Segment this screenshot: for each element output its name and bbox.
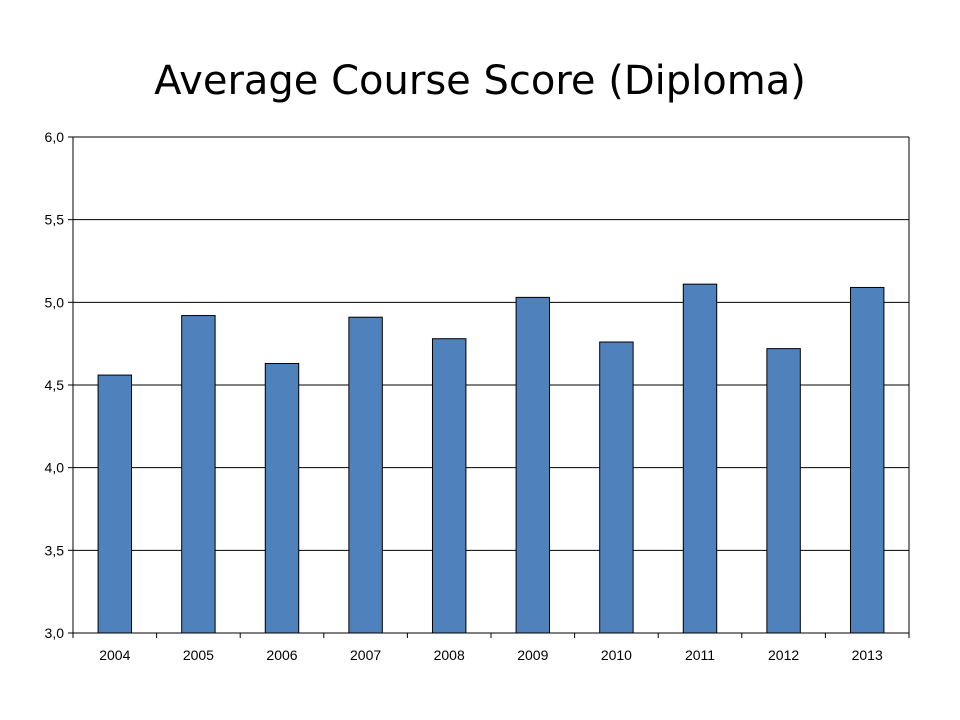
- y-tick-label: 3,0: [45, 625, 65, 641]
- x-tick-label: 2005: [183, 647, 214, 663]
- y-tick-label: 6,0: [45, 129, 65, 145]
- y-tick-label: 4,5: [45, 377, 65, 393]
- x-tick-label: 2004: [99, 647, 130, 663]
- x-tick-label: 2013: [852, 647, 883, 663]
- bar-2006: [264, 363, 300, 634]
- bar-2008: [431, 338, 467, 634]
- y-tick-label: 5,5: [45, 212, 65, 228]
- x-tick-label: 2006: [266, 647, 297, 663]
- x-tick-label: 2011: [685, 647, 715, 663]
- x-tick-label: 2008: [434, 647, 465, 663]
- bar-2013: [849, 286, 885, 634]
- tick-labels: 3,0 3,5 4,0 4,5 5,0 5,5 6,0 2004 2005 2006 2007 200…: [45, 129, 883, 663]
- bar-2012: [766, 348, 801, 634]
- y-tick-label: 5,0: [45, 294, 65, 310]
- bar-2010: [599, 341, 634, 634]
- bar-2004: [97, 374, 133, 634]
- bar-2009: [515, 296, 551, 634]
- y-tick-label: 4,0: [45, 460, 65, 476]
- axes: [68, 136, 910, 638]
- y-tick-label: 3,5: [45, 542, 65, 558]
- bar-2007: [348, 316, 383, 634]
- chart-title: Average Course Score (Diploma): [154, 58, 806, 104]
- x-tick-label: 2007: [350, 647, 381, 663]
- bars: [97, 283, 885, 634]
- x-tick-label: 2010: [601, 647, 632, 663]
- bar-2005: [181, 315, 216, 634]
- bar-2011: [682, 283, 718, 634]
- x-tick-label: 2009: [517, 647, 548, 663]
- x-tick-label: 2012: [768, 647, 799, 663]
